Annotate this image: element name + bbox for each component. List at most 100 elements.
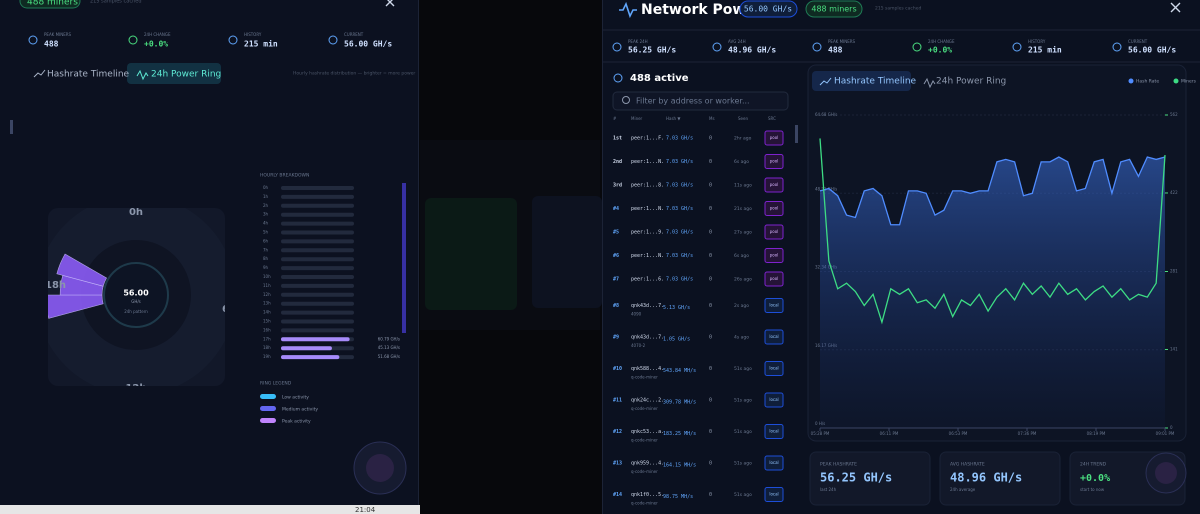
- rank: #6: [613, 253, 619, 259]
- stat-label: CURRENT: [344, 32, 364, 37]
- src-badge: [764, 130, 784, 146]
- y2-tick-label: 0: [1170, 425, 1173, 430]
- title: Network Power: [641, 2, 762, 18]
- hash: 164.15 MH/s: [663, 463, 696, 469]
- stat-icon: [228, 35, 238, 45]
- scroll-thumb: [10, 120, 13, 134]
- table-header: Hash ▼: [666, 116, 681, 121]
- stat-icon: [712, 42, 722, 52]
- tab[interactable]: 24h Power Ring: [151, 70, 221, 80]
- ms: 0: [709, 429, 712, 435]
- badge: [19, 0, 81, 9]
- src-badge: [764, 201, 784, 216]
- breakdown-scroll: [402, 183, 406, 333]
- worker: q-code-miner: [631, 469, 658, 474]
- stat-value: 56.00 GH/s: [344, 40, 392, 49]
- hash: 7.03 GH/s: [666, 277, 693, 283]
- backdrop-card: [532, 196, 602, 308]
- stat-label: HISTORY: [244, 32, 262, 37]
- tab-active[interactable]: [812, 71, 911, 91]
- stat-label: PEAK MINERS: [44, 32, 72, 37]
- tab-icon: [923, 77, 936, 89]
- tab-active[interactable]: [127, 63, 221, 84]
- card-value: 48.96 GH/s: [950, 471, 1022, 485]
- stat-card: [939, 451, 1061, 506]
- hour-label: 8h: [263, 256, 269, 261]
- stat-icon: [1112, 42, 1122, 52]
- rank: #12: [613, 429, 622, 435]
- breakdown-title: HOURLY BREAKDOWN: [260, 173, 309, 179]
- ring-hour: 18h: [45, 280, 66, 291]
- close-icon[interactable]: [1170, 2, 1181, 13]
- hour-label: 1h: [263, 194, 269, 199]
- stat-value: 215 min: [244, 39, 278, 49]
- miner: peer:1...9.: [631, 230, 664, 236]
- tab-icon: [33, 69, 46, 78]
- ms: 0: [709, 183, 712, 189]
- ms: 0: [709, 461, 712, 467]
- hour-label: 10h: [263, 274, 271, 279]
- card-label: AVG HASHRATE: [950, 462, 985, 468]
- src: local: [769, 460, 778, 465]
- hour-label: 14h: [263, 310, 271, 315]
- tab[interactable]: 24h Power Ring: [936, 77, 1006, 87]
- src-badge: [764, 424, 784, 439]
- y-tick-label: 64.68 GH/s: [815, 112, 837, 117]
- ms: 0: [709, 206, 712, 212]
- y2-tick-label: 422: [1170, 190, 1178, 195]
- table-header: Seen: [738, 116, 748, 121]
- ms: 0: [709, 398, 712, 404]
- bar-track: [281, 212, 354, 217]
- stat-value: +0.0%: [928, 46, 952, 55]
- bar-track: [281, 194, 354, 199]
- miner: qnk24c...2.: [631, 398, 664, 404]
- legend-label: Hash Rate: [1136, 79, 1159, 85]
- bar-track: [281, 292, 354, 297]
- bar-track: [281, 310, 354, 315]
- seen: 6s ago: [734, 253, 749, 259]
- backdrop-card: [425, 198, 517, 310]
- src: pool: [770, 253, 779, 258]
- miner: qnkc53...a.: [631, 429, 664, 435]
- rank: #14: [613, 492, 622, 498]
- hash: 309.78 MH/s: [663, 400, 696, 406]
- ring-hour: 12h: [125, 383, 146, 394]
- active-icon: [613, 73, 623, 83]
- worker: q-code-miner: [631, 501, 658, 506]
- hour-label: 18h: [263, 345, 271, 350]
- miner: qnk43d...7.: [631, 303, 664, 309]
- x-tick-label: 09:01 PM: [1156, 431, 1175, 436]
- bar-track: [281, 186, 354, 190]
- card-note: last 24h: [820, 487, 837, 492]
- hash: 7.03 GH/s: [666, 183, 693, 189]
- series-line: [819, 138, 1166, 325]
- rank: #8: [613, 303, 619, 309]
- badge-text: 56.00 GH/s: [744, 5, 792, 14]
- area: [820, 157, 1165, 428]
- hash: 7.03 GH/s: [666, 206, 693, 212]
- hash: 7.03 GH/s: [666, 253, 693, 259]
- seen: 27s ago: [734, 230, 752, 236]
- stat-icon: [1012, 42, 1022, 52]
- search-box[interactable]: [612, 91, 789, 111]
- hour-label: 13h: [263, 301, 271, 306]
- ring-core: [103, 262, 169, 328]
- table-header: #: [613, 116, 617, 121]
- hour-label: 19h: [263, 354, 271, 359]
- ring: 0h 6h 12h 18h: [45, 208, 225, 394]
- hour-label: 5h: [263, 230, 269, 235]
- hash: 7.03 GH/s: [666, 159, 693, 165]
- tab[interactable]: Hashrate Timeline: [834, 77, 917, 87]
- tab[interactable]: Hashrate Timeline: [47, 70, 130, 80]
- hour-label: 7h: [263, 247, 269, 252]
- hash: 183.25 MH/s: [663, 431, 696, 437]
- seen: 51s ago: [734, 366, 752, 372]
- x-tick-label: 06:11 PM: [880, 431, 899, 436]
- stat-label: HISTORY: [1028, 39, 1046, 44]
- bar-track: [281, 230, 354, 235]
- ring-value: 56.00: [123, 289, 149, 298]
- stat-icon: [128, 35, 138, 45]
- rank: #7: [613, 277, 619, 283]
- stat-label: PEAK 24H: [628, 39, 648, 44]
- stat-card: [809, 451, 931, 506]
